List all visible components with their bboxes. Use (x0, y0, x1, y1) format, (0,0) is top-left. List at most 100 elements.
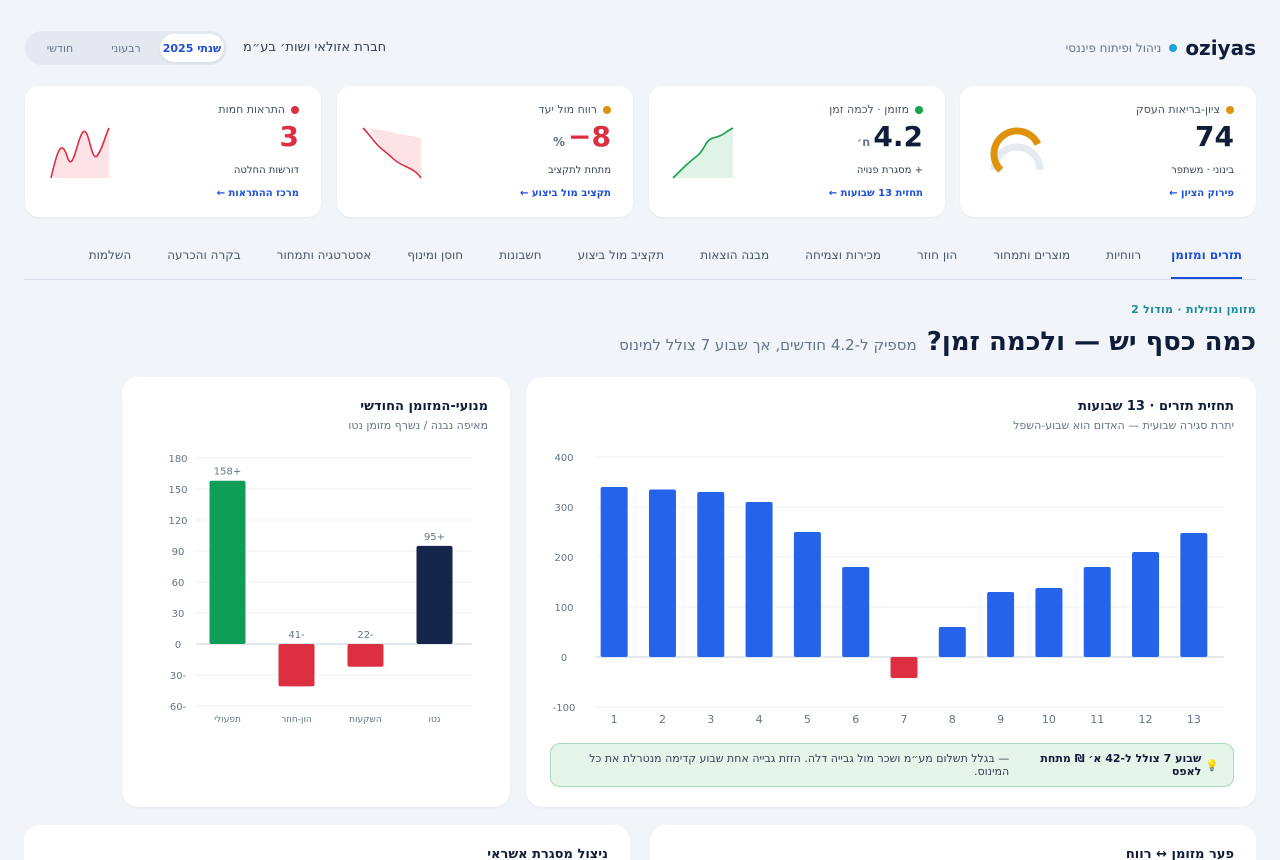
period-quarterly-button[interactable]: רבעוני (111, 41, 141, 55)
kpi-link[interactable]: פירוק הציון ← (1169, 188, 1234, 199)
kpi-value: 4.2 ח׳ (856, 120, 923, 153)
driver-bar[interactable] (347, 644, 384, 667)
forecast-bar[interactable] (600, 487, 628, 657)
company-name: חברת אזולאי ושות׳ בע״מ (243, 40, 387, 55)
forecast-bar[interactable] (697, 492, 725, 657)
kpi-unit: % (553, 135, 566, 149)
driver-bar[interactable] (416, 545, 453, 644)
period-yearly-button[interactable]: שנתי 2025 (160, 34, 224, 62)
kpi-value-number: 3 (279, 120, 299, 153)
drivers-panel: מנועי-המזומן החודשי מאיפה נבנה / נשרף מז… (122, 377, 510, 807)
forecast-bar[interactable] (745, 502, 773, 657)
bar-data-label: 22- (357, 630, 374, 641)
period-monthly-button[interactable]: חודשי (46, 41, 74, 55)
tab-expense-structure[interactable]: מבנה הוצאות (700, 248, 770, 262)
kpi-label-text: מזומן · לכמה זמן (829, 103, 909, 116)
x-tick-label: נטו (429, 715, 441, 725)
module-tabs: תזרים ומזומן רווחיות מוצרים ותמחור הון ח… (24, 240, 1256, 280)
kpi-value-number: 4.2 (873, 120, 923, 153)
y-tick-label: 200 (554, 553, 573, 564)
bar-data-label: 158+ (214, 467, 241, 478)
kpi-note: + מסגרת פנויה (856, 165, 923, 176)
brand: oziyas ניהול ופיתוח פיננסי (1066, 36, 1256, 60)
tab-accounts[interactable]: חשבונות (499, 248, 542, 262)
insight-text: — בגלל תשלום מע״מ ושכר מול גבייה דלה. הז… (589, 752, 1010, 778)
kpi-label-text: ציון-בריאות העסק (1135, 103, 1220, 116)
forecast-panel: תחזית תזרים · 13 שבועות יתרת סגירה שבועי… (526, 377, 1256, 807)
x-tick-label: 12 (1139, 713, 1153, 726)
kpi-link[interactable]: תקציב מול ביצוע ← (520, 188, 611, 199)
kpi-value-number: 8− (568, 120, 611, 153)
driver-bar[interactable] (278, 644, 315, 687)
section-heading: כמה כסף יש — ולכמה זמן? מספיק ל-4.2 חודש… (619, 327, 1256, 357)
forecast-bar[interactable] (1083, 567, 1111, 657)
y-tick-label: 120 (168, 516, 187, 527)
alerts-wave-sparkline-icon (50, 127, 110, 179)
forecast-bar[interactable] (938, 627, 966, 657)
page-subtitle: מספיק ל-4.2 חודשים, אך שבוע 7 צולל למינו… (619, 336, 917, 354)
y-tick-label: 60 (172, 578, 185, 589)
forecast-bar[interactable] (648, 489, 676, 658)
y-tick-label: 60- (170, 702, 187, 713)
brand-subtitle: ניהול ופיתוח פיננסי (1065, 41, 1162, 55)
forecast-bar[interactable] (987, 592, 1015, 657)
forecast-bar[interactable] (1180, 533, 1208, 657)
kpi-label: ציון-בריאות העסק (1136, 103, 1234, 116)
forecast-insight: 💡 שבוע 7 צולל ל-42 א׳ ₪ מתחת לאפס — בגלל… (550, 743, 1234, 787)
kpi-value: 3 (279, 120, 299, 153)
credit-line-usage-card: ניצול מסגרת אשראי (24, 825, 630, 860)
kpi-link[interactable]: תחזית 13 שבועות ← (828, 188, 923, 199)
page-title: כמה כסף יש — ולכמה זמן? (926, 327, 1256, 357)
card-title: ניצול מסגרת אשראי (487, 847, 608, 860)
profit-trend-sparkline-icon (362, 127, 422, 179)
tab-completions[interactable]: השלמות (88, 248, 132, 262)
section-kicker: מזומן ונזילות · מודול 2 (1131, 303, 1256, 316)
x-tick-label: 3 (707, 713, 714, 726)
y-tick-label: 180 (168, 454, 187, 465)
x-tick-label: 13 (1187, 713, 1201, 726)
kpi-label: רווח מול יעד (539, 103, 611, 116)
bar-data-label: 41- (288, 630, 305, 641)
drivers-chart: 180 150 120 90 60 30 0 30- 60- 158+ תפעולי 41- הון-ח… (168, 454, 472, 725)
tab-control-decision[interactable]: בקרה והכרעה (167, 248, 241, 262)
status-dot-icon (1226, 105, 1234, 114)
x-tick-label: 9 (997, 713, 1004, 726)
tab-profitability[interactable]: רווחיות (1106, 248, 1142, 262)
tab-strategy-pricing[interactable]: אסטרטגיה ותמחור (276, 248, 372, 262)
x-tick-label: 5 (804, 713, 811, 726)
status-dot-icon (603, 105, 611, 114)
kpi-value: 8− % (553, 120, 611, 153)
forecast-bar[interactable] (1035, 588, 1063, 657)
tab-resilience-leverage[interactable]: חוסן ומינוף (407, 248, 464, 262)
tab-cashflow[interactable]: תזרים ומזומן (1171, 240, 1242, 279)
kpi-unit: ח׳ (856, 135, 871, 149)
x-tick-label: 10 (1042, 713, 1056, 726)
y-tick-label: 100 (554, 603, 573, 614)
kpi-value-number: 74 (1195, 120, 1234, 153)
y-tick-label: 0 (175, 640, 181, 651)
forecast-bar[interactable] (793, 532, 821, 657)
tab-sales-growth[interactable]: מכירות וצמיחה (805, 248, 881, 262)
kpi-label: מזומן · לכמה זמן (829, 103, 923, 116)
kpi-link[interactable]: מרכז ההתראות ← (216, 188, 299, 199)
forecast-bar[interactable] (842, 567, 870, 657)
driver-bar[interactable] (209, 480, 246, 644)
forecast-bar[interactable] (890, 657, 918, 678)
x-tick-label: 1 (611, 713, 618, 726)
x-tick-label: 6 (852, 713, 859, 726)
lightbulb-icon: 💡 (1205, 758, 1219, 772)
y-tick-label: 30 (172, 609, 185, 620)
forecast-bar[interactable] (1132, 552, 1160, 657)
kpi-label: התראות חמות (218, 103, 299, 116)
tab-working-capital[interactable]: הון חוזר (916, 248, 958, 262)
bar-data-label: 95+ (424, 532, 445, 543)
x-tick-label: תפעולי (214, 715, 241, 725)
status-dot-icon (291, 105, 299, 114)
forecast-title: תחזית תזרים · 13 שבועות (1078, 399, 1234, 414)
x-tick-label: 11 (1090, 713, 1104, 726)
tab-products-pricing[interactable]: מוצרים ותמחור (993, 248, 1071, 262)
cash-trend-sparkline-icon (672, 127, 734, 179)
brand-dot-icon (1169, 44, 1178, 52)
y-tick-label: 300 (554, 503, 573, 514)
tab-budget-vs-actual[interactable]: תקציב מול ביצוע (577, 248, 665, 262)
